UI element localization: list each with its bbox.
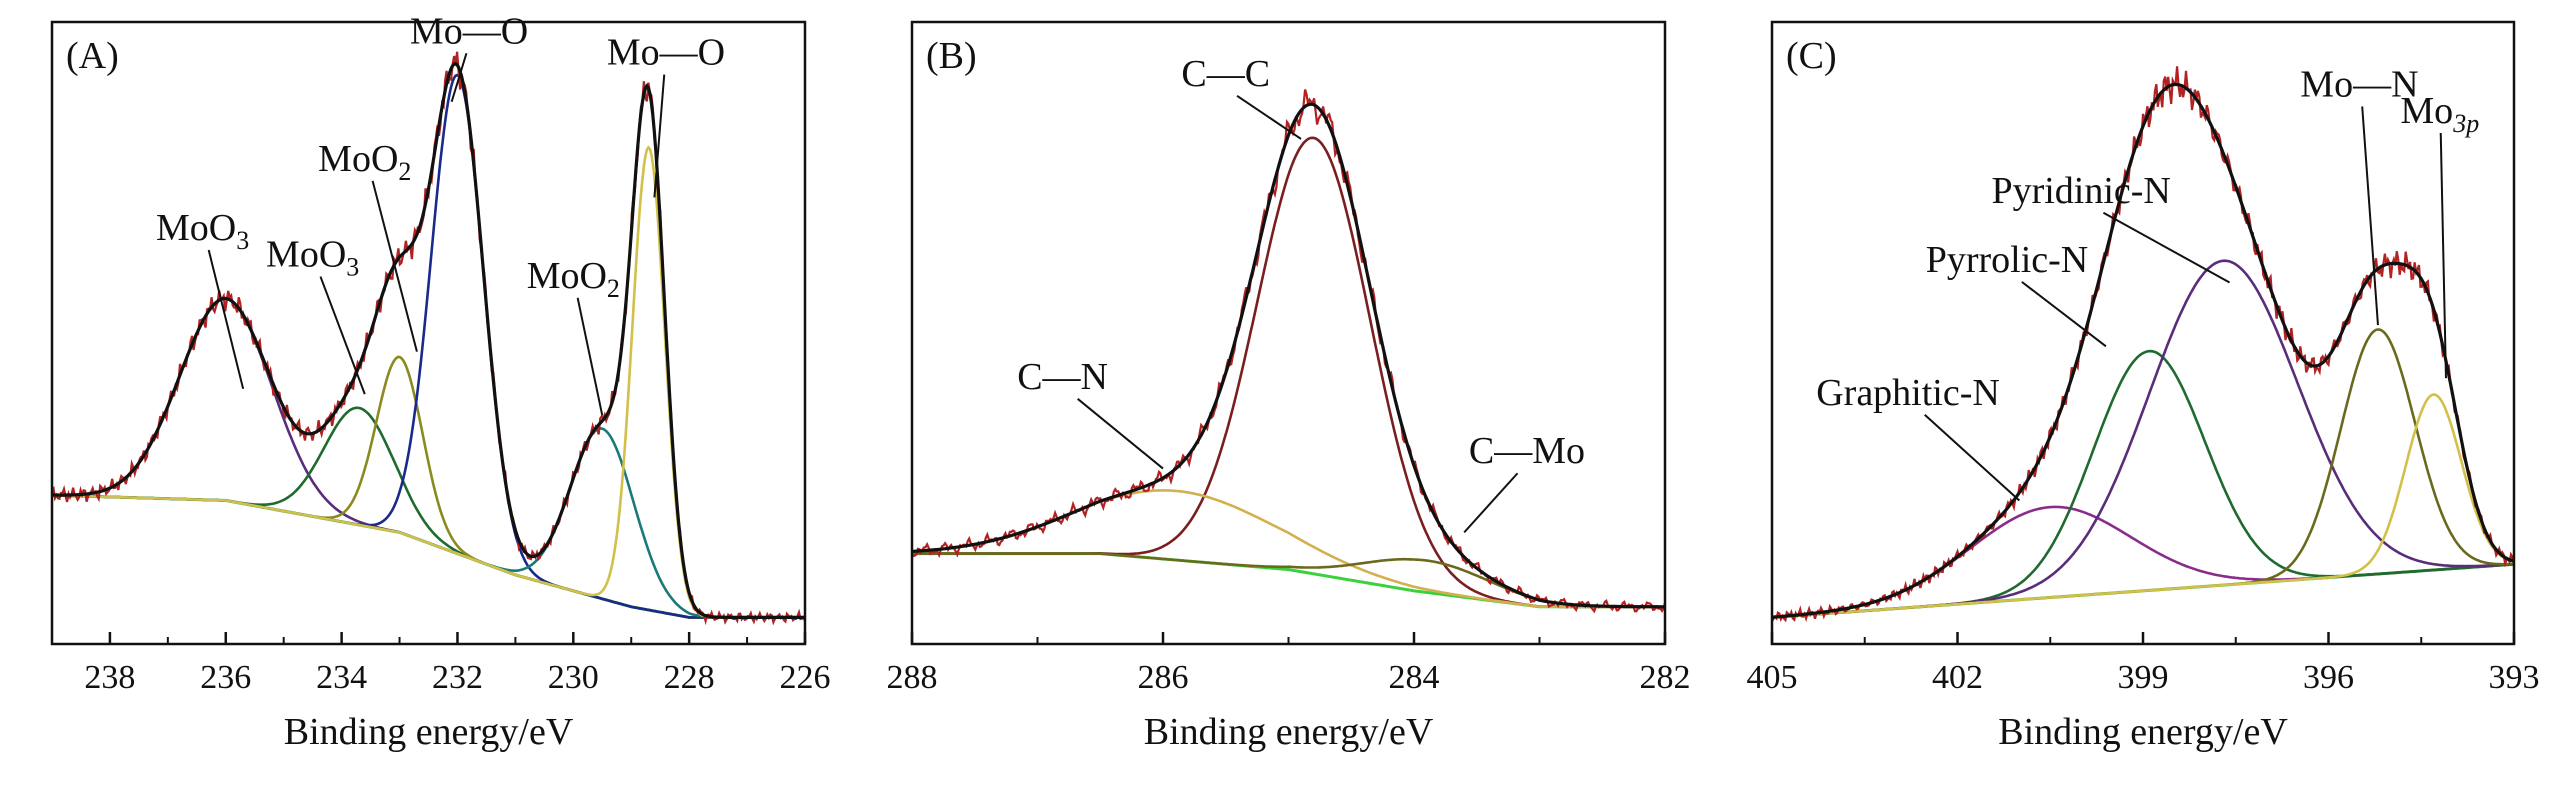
x-tick-label: 286 bbox=[1138, 659, 1189, 696]
x-tick-label: 232 bbox=[432, 659, 483, 696]
peak-label-leader bbox=[576, 297, 604, 416]
peak-label: MoO3 bbox=[266, 234, 359, 282]
series-component-5 bbox=[1772, 393, 2514, 619]
series-envelope-fit bbox=[1772, 82, 2514, 619]
peak-label-leader bbox=[2439, 132, 2447, 379]
series-component-3 bbox=[52, 355, 805, 619]
panel-b: 288 286 284 282 Binding energy/eV (B) C—C C—N C—… bbox=[887, 20, 1691, 753]
x-tick-label: 230 bbox=[548, 659, 599, 696]
peak-label-leader bbox=[2021, 281, 2107, 348]
x-tick-label: 288 bbox=[887, 659, 938, 696]
x-axis-title: Binding energy/eV bbox=[1144, 711, 1434, 753]
peak-label: Mo—N bbox=[2300, 63, 2418, 105]
x-tick-label: 405 bbox=[1747, 659, 1798, 696]
peak-label-leader bbox=[2361, 106, 2379, 326]
peak-label-leader bbox=[1924, 414, 2021, 502]
peak-label: MoO2 bbox=[318, 138, 411, 186]
x-tick-label: 228 bbox=[664, 659, 715, 696]
peak-label-leader bbox=[319, 276, 366, 395]
peak-label-leader bbox=[450, 52, 468, 103]
x-tick-label: 238 bbox=[84, 659, 135, 696]
series-envelope-fit bbox=[52, 62, 805, 619]
peak-label-leader bbox=[207, 249, 245, 390]
x-tick-label: 236 bbox=[200, 659, 251, 696]
x-axis-title: Binding energy/eV bbox=[1998, 711, 2288, 753]
series-component-2 bbox=[912, 489, 1665, 609]
x-tick-label: 284 bbox=[1389, 659, 1440, 696]
panel-label: (A) bbox=[66, 35, 119, 77]
panel-label: (C) bbox=[1786, 35, 1837, 77]
x-tick-label: 234 bbox=[316, 659, 367, 696]
peak-label: MoO2 bbox=[527, 255, 620, 303]
x-axis-title: Binding energy/eV bbox=[284, 711, 574, 753]
series-component-2 bbox=[52, 406, 805, 619]
series-component-3 bbox=[912, 552, 1665, 609]
plot-area bbox=[52, 51, 805, 626]
series-background bbox=[912, 552, 1665, 609]
peak-label-leader bbox=[653, 74, 666, 198]
plot-area bbox=[912, 89, 1665, 614]
peak-label-leader bbox=[2102, 211, 2231, 284]
peak-label: Mo3p bbox=[2400, 90, 2479, 138]
series-envelope-fit bbox=[912, 102, 1665, 609]
peak-label: Pyridinic-N bbox=[1991, 170, 2170, 212]
peak-label: C—N bbox=[1017, 356, 1108, 398]
peak-label-leader bbox=[371, 180, 418, 352]
peak-label: Graphitic-N bbox=[1816, 372, 2000, 414]
panel-a: 238 236 234 232 230 228 226 Binding energy/eV (A… bbox=[50, 10, 831, 753]
peak-label-leader bbox=[1077, 398, 1164, 470]
x-tick-label: 393 bbox=[2489, 659, 2540, 696]
plot-area bbox=[1772, 66, 2514, 623]
x-tick-label: 282 bbox=[1640, 659, 1691, 696]
series-raw-data bbox=[52, 51, 805, 626]
peak-label-leader bbox=[1236, 94, 1302, 140]
peak-label: C—Mo bbox=[1469, 430, 1585, 472]
peak-label: Mo—O bbox=[607, 32, 725, 74]
series-component-3 bbox=[1772, 259, 2514, 619]
plot-frame bbox=[910, 20, 1667, 646]
peak-label: C—C bbox=[1181, 53, 1270, 95]
panel-c: 405 402 399 396 393 Binding energy/eV (C) Graph… bbox=[1747, 20, 2540, 753]
plot-frame bbox=[50, 20, 807, 646]
x-tick-label: 226 bbox=[780, 659, 831, 696]
x-tick-label: 396 bbox=[2303, 659, 2354, 696]
peak-label: Pyrrolic-N bbox=[1926, 239, 2089, 281]
peak-label-leader bbox=[1463, 472, 1519, 534]
x-tick-label: 402 bbox=[1932, 659, 1983, 696]
x-tick-label: 399 bbox=[2118, 659, 2169, 696]
peak-label: Mo—O bbox=[410, 10, 528, 52]
series-component-4 bbox=[52, 73, 805, 619]
peak-label: MoO3 bbox=[156, 207, 249, 255]
series-raw-data bbox=[1772, 66, 2514, 623]
panel-label: (B) bbox=[926, 35, 977, 77]
